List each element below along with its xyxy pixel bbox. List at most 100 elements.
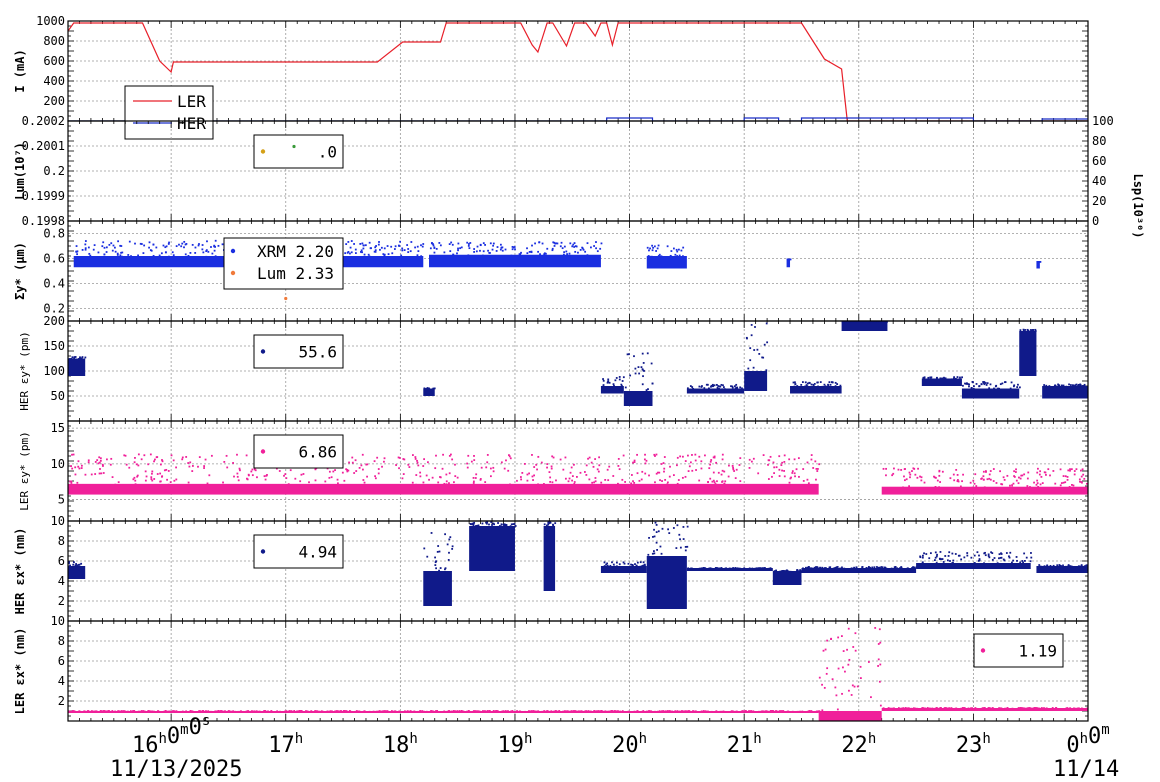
data-point [763,343,766,346]
data-point [854,632,857,635]
data-point [644,472,647,475]
y-tick-label: 0.2001 [22,139,65,153]
data-point [980,383,983,386]
data-point [739,457,742,460]
data-point [198,456,201,458]
data-point [337,482,339,485]
data-point [326,710,329,713]
data-point [435,247,438,250]
data-point [926,707,929,709]
data-point [908,485,910,488]
data-point [203,465,206,467]
data-point [161,459,163,461]
data-point [532,710,535,712]
data-point [661,480,663,482]
data-point [618,563,621,566]
data-point [355,710,358,712]
data-point [607,479,610,482]
data-point [711,567,713,570]
data-point [636,710,639,712]
data-point [245,454,248,457]
data-point [533,474,536,477]
data-point [189,252,192,254]
data-point [676,710,679,712]
data-point [390,710,393,712]
data-point [961,376,963,379]
data-point [929,376,932,379]
data-point [543,253,546,256]
data-point [721,481,723,483]
data-point [805,566,807,569]
data-point [113,246,116,249]
data-point [544,252,547,255]
data-point [1003,478,1006,481]
data-point [713,455,716,458]
legend-ler_eps_y: 6.86 [253,434,344,469]
data-point [648,474,650,477]
data-point [806,385,809,388]
data-point [75,250,78,253]
data-point [512,246,515,249]
data-point [773,466,776,469]
data-point [728,567,731,570]
data-point [762,454,765,457]
data-point [73,710,76,713]
data-point [941,378,944,380]
data-point [359,243,362,245]
data-point [1000,553,1003,555]
data-point [694,710,697,713]
data-point [827,384,830,387]
data-point [656,247,659,250]
data-point [84,248,87,251]
data-point [843,321,845,323]
data-point [124,710,127,713]
data-point [486,461,489,464]
data-point [173,710,175,712]
data-point [666,483,669,486]
data-point [810,710,813,712]
data-point [920,479,923,482]
data-point [691,469,694,472]
data-point [700,710,703,713]
data-point [607,378,610,381]
data-point [416,245,419,248]
data-point [236,453,238,456]
data-point [960,558,963,561]
data-point [810,383,813,386]
data-point [1026,707,1029,710]
data-point [799,710,802,713]
data-point [1021,474,1024,477]
data-point [859,665,862,668]
data-point [531,710,534,713]
data-point [972,479,975,482]
data-point [275,467,278,470]
data-point [756,348,759,351]
data-point [821,709,824,712]
data-point [952,559,955,562]
data-point [1032,707,1035,710]
data-point [143,244,146,247]
y-tick-label: 0.2 [43,164,65,178]
data-point [1017,482,1020,485]
data-point [634,563,636,566]
data-point [676,255,679,257]
data-point [1013,384,1016,387]
data-point [978,554,980,557]
data-point [1043,565,1046,568]
data-point [1036,482,1039,485]
data-point [1078,565,1081,568]
data-point [443,482,446,485]
data-point [134,483,137,486]
data-point [562,710,565,713]
x-tick-number: 23 [956,733,983,758]
data-point [337,710,340,713]
data-point [934,707,937,710]
data-point [375,710,378,713]
data-point [482,242,485,245]
data-point [492,242,495,245]
data-point [879,704,882,707]
data-point [1027,707,1030,710]
data-point [851,684,854,687]
data-point [181,456,184,459]
data-point [991,558,994,561]
